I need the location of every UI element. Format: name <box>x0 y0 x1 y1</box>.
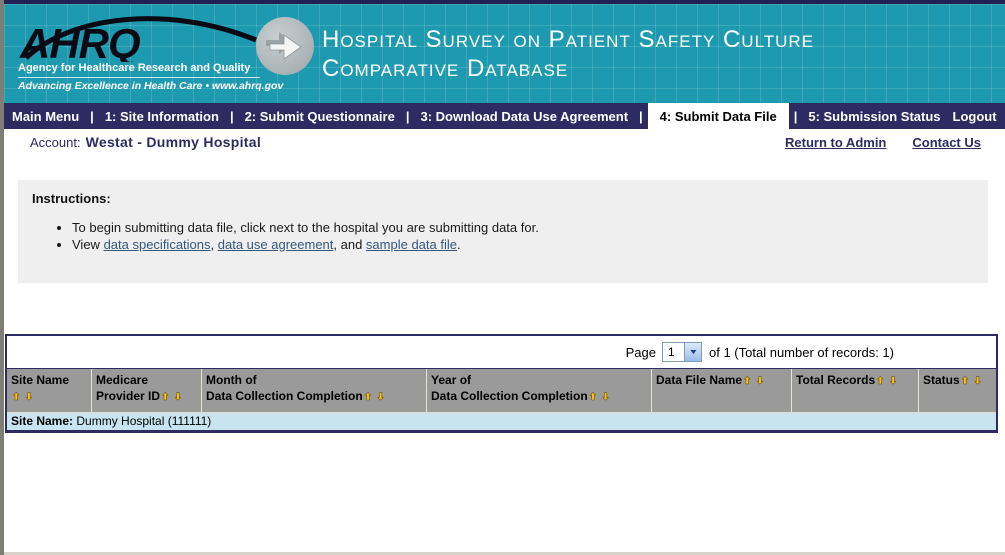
sort-descending-icon[interactable]: ⬇ <box>173 392 183 404</box>
page-count-text: of 1 (Total number of records: 1) <box>709 344 894 360</box>
nav-site-information[interactable]: 1: Site Information <box>104 108 219 124</box>
instruction-item: View data specifications, data use agree… <box>72 236 974 253</box>
sort-descending-icon[interactable]: ⬇ <box>888 376 898 388</box>
sort-ascending-icon[interactable]: ⬆ <box>876 376 885 388</box>
row-site-name-value: Dummy Hospital (111111) <box>73 414 212 428</box>
column-label: Month of <box>206 373 257 387</box>
submissions-table: Page 1 ▼ of 1 (Total number of records: … <box>5 334 998 433</box>
nav-separator: | <box>90 108 94 124</box>
nav-submit-questionnaire[interactable]: 2: Submit Questionnaire <box>244 108 395 124</box>
nav-separator: | <box>229 108 234 124</box>
sort-ascending-icon[interactable]: ⬆ <box>588 392 598 404</box>
sort-descending-icon[interactable]: ⬇ <box>755 376 765 388</box>
ahrq-logo-text: AHRQ <box>19 20 140 62</box>
column-label: Year of <box>431 373 472 387</box>
bullet2-suffix: . <box>456 237 461 252</box>
bullet2-sep: , <box>210 237 218 252</box>
nav-download-data-use-agreement[interactable]: 3: Download Data Use Agreement <box>420 108 629 124</box>
site-title: Hospital Survey on Patient Safety Cultur… <box>322 25 814 83</box>
column-label: Data File Name <box>656 373 743 387</box>
sample-data-file-link[interactable]: sample data file <box>365 237 457 252</box>
account-label: Account: <box>30 134 81 150</box>
data-use-agreement-link[interactable]: data use agreement <box>217 237 334 252</box>
logo-tagline: Agency for Healthcare Research and Quali… <box>18 62 251 74</box>
return-to-admin-link[interactable]: Return to Admin <box>785 134 887 150</box>
column-header-medicare-provider-id: Medicare Provider ID⬆ ⬇ <box>92 369 202 412</box>
data-specifications-link[interactable]: data specifications <box>103 237 211 252</box>
instruction-item: To begin submitting data file, click nex… <box>72 219 974 236</box>
contact-us-link[interactable]: Contact Us <box>912 134 981 150</box>
instructions-heading: Instructions: <box>32 191 111 206</box>
main-navigation: Main Menu | 1: Site Information | 2: Sub… <box>4 103 1005 129</box>
instructions-box: Instructions: To begin submitting data f… <box>18 180 988 283</box>
arrow-circle-emblem <box>256 17 314 75</box>
window-bottom-border <box>4 552 1005 555</box>
logo-motto: Advancing Excellence in Health Care • ww… <box>18 80 284 92</box>
row-site-name-label: Site Name: <box>11 414 74 428</box>
column-header-site-name: Site Name ⬆ ⬇ <box>7 369 92 412</box>
nav-submission-status[interactable]: 5: Submission Status <box>808 108 941 124</box>
column-label: Data Collection Completion <box>431 389 588 403</box>
sort-descending-icon[interactable]: ⬇ <box>24 392 34 404</box>
pagination-bar: Page 1 ▼ of 1 (Total number of records: … <box>7 336 996 369</box>
column-label: Status <box>923 373 960 387</box>
column-label: Site Name <box>11 373 70 387</box>
account-value: Westat - Dummy Hospital <box>85 134 262 150</box>
nav-separator: | <box>793 108 798 124</box>
logo-divider <box>18 77 260 78</box>
nav-main-menu[interactable]: Main Menu <box>12 108 80 124</box>
instructions-list: To begin submitting data file, click nex… <box>32 219 974 253</box>
column-label: Provider ID <box>96 389 161 403</box>
sort-ascending-icon[interactable]: ⬆ <box>161 392 170 404</box>
sort-descending-icon[interactable]: ⬇ <box>376 392 385 404</box>
column-label: Medicare <box>96 373 149 387</box>
select-dropdown-button[interactable]: ▼ <box>684 343 702 361</box>
sort-ascending-icon[interactable]: ⬆ <box>12 392 21 404</box>
page-label: Page <box>625 344 657 360</box>
nav-separator: | <box>405 108 410 124</box>
bullet2-prefix: View <box>72 237 104 252</box>
column-header-data-file-name: Data File Name⬆ ⬇ <box>652 369 792 412</box>
chevron-down-icon: ▼ <box>687 348 699 356</box>
column-header-total-records: Total Records⬆ ⬇ <box>792 369 919 412</box>
site-title-line1: Hospital Survey on Patient Safety Cultur… <box>322 26 815 53</box>
nav-submit-data-file[interactable]: 4: Submit Data File <box>647 103 789 129</box>
nav-logout[interactable]: Logout <box>952 108 997 124</box>
sort-descending-icon[interactable]: ⬇ <box>973 376 982 388</box>
sort-ascending-icon[interactable]: ⬆ <box>363 392 373 404</box>
page-select-value: 1 <box>668 345 675 359</box>
arrow-right-icon <box>266 32 302 60</box>
column-header-month-of-completion: Month of Data Collection Completion⬆ ⬇ <box>202 369 427 412</box>
column-label: Total Records <box>796 373 876 387</box>
sort-ascending-icon[interactable]: ⬆ <box>960 376 970 388</box>
ahrq-logo-graphic: AHRQ <box>19 16 257 62</box>
site-banner: AHRQ Agency for Healthcare Research and … <box>4 4 1005 103</box>
column-header-status: Status⬆ ⬇ <box>919 369 996 412</box>
nav-separator: | <box>639 108 643 124</box>
column-label: Data Collection Completion <box>206 389 363 403</box>
bullet2-sep: , and <box>333 237 366 252</box>
window-left-border <box>0 0 4 555</box>
site-title-line2: Comparative Database <box>322 55 569 82</box>
sort-ascending-icon[interactable]: ⬆ <box>743 376 752 388</box>
table-row[interactable]: Site Name: Dummy Hospital (111111) <box>7 413 996 431</box>
window-top-border <box>4 0 1005 4</box>
table-header-row: Site Name ⬆ ⬇ Medicare Provider ID⬆ ⬇ Mo… <box>7 369 996 413</box>
page-select[interactable]: 1 ▼ <box>662 342 703 362</box>
account-bar: Account: Westat - Dummy Hospital Return … <box>4 131 1005 153</box>
ahrq-logo: AHRQ Agency for Healthcare Research and … <box>18 12 284 92</box>
sort-descending-icon[interactable]: ⬇ <box>601 392 610 404</box>
column-header-year-of-completion: Year of Data Collection Completion⬆ ⬇ <box>427 369 652 412</box>
utility-links: Return to Admin Contact Us <box>785 135 981 150</box>
